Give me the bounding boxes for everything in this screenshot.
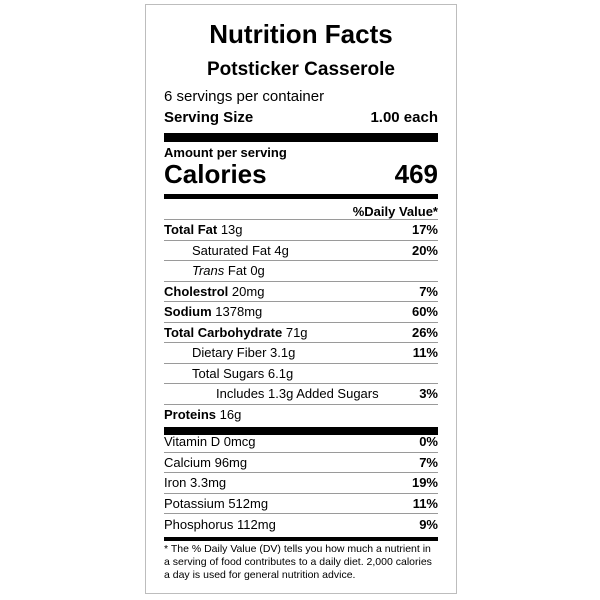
nutrient-dv: 3%: [419, 386, 438, 402]
thick-divider-vitamins: [164, 427, 438, 435]
nutrient-name: Fat: [227, 263, 247, 279]
product-name: Potsticker Casserole: [207, 59, 395, 80]
nutrient-name: Cholestrol: [164, 283, 229, 299]
nutrient-row-total-carbohydrate: Total Carbohydrate 71g 26%: [164, 323, 438, 343]
nutrient-amount: 6.1g: [267, 365, 294, 381]
footnote: * The % Daily Value (DV) tells you how m…: [164, 543, 432, 581]
nutrient-list: Total Fat 13g 17% Saturated Fat 4g 20% T…: [164, 220, 438, 425]
nutrient-dv: 7%: [419, 283, 438, 299]
serving-size-label: Serving Size: [164, 109, 254, 126]
vitamin-list: Vitamin D 0mcg 0% Calcium 96mg 7% Iron 3…: [164, 432, 438, 535]
vitamin-name: Phosphorus: [164, 516, 234, 532]
nutrient-row-added-sugars: Includes 1.3g Added Sugars 3%: [164, 384, 438, 405]
vitamin-amount: 0mcg: [223, 434, 256, 450]
nutrient-amount: 3.1g: [270, 345, 296, 361]
nutrient-amount: 71g: [285, 324, 308, 340]
servings-per-container: 6 servings per container: [164, 88, 325, 105]
nutrient-row-dietary-fiber: Dietary Fiber 3.1g 11%: [164, 343, 438, 364]
vitamin-amount: 3.3mg: [190, 475, 227, 491]
vitamin-row-potassium: Potassium 512mg 11%: [164, 494, 438, 514]
calories-value: 469: [394, 159, 438, 189]
nutrient-dv: 11%: [412, 345, 438, 361]
vitamin-name: Potassium: [164, 495, 225, 511]
nutrient-row-total-fat: Total Fat 13g 17%: [164, 220, 438, 241]
daily-value-header: %Daily Value*: [352, 204, 438, 219]
nutrient-name: Total Sugars: [192, 365, 265, 381]
vitamin-dv: 19%: [411, 475, 438, 491]
vitamin-dv: 7%: [419, 454, 438, 470]
medium-divider: [164, 194, 438, 199]
serving-size-value: 1.00 each: [370, 109, 438, 126]
thick-divider: [164, 133, 438, 142]
vitamin-row-calcium: Calcium 96mg 7%: [164, 453, 438, 473]
vitamin-name: Iron: [164, 475, 187, 491]
nutrient-row-trans-fat: Trans Fat 0g: [164, 261, 438, 282]
nutrient-amount: 13g: [220, 222, 243, 238]
nutrient-row-sodium: Sodium 1378mg 60%: [164, 302, 438, 323]
label-title: Nutrition Facts: [209, 19, 393, 49]
nutrient-row-cholestrol: Cholestrol 20mg 7%: [164, 282, 438, 302]
thin-divider: [164, 219, 438, 220]
serving-size-row: Serving Size 1.00 each: [164, 109, 438, 126]
calories-row: Calories 469: [164, 159, 438, 190]
nutrient-amount: 1378mg: [215, 304, 263, 320]
vitamin-dv: 9%: [419, 516, 438, 532]
vitamin-dv: 0%: [419, 434, 438, 450]
nutrient-name: Sodium: [164, 304, 212, 320]
nutrient-name: Proteins: [164, 407, 217, 423]
nutrient-dv: 60%: [411, 304, 438, 320]
vitamin-row-iron: Iron 3.3mg 19%: [164, 473, 438, 494]
vitamin-row-phosphorus: Phosphorus 112mg 9%: [164, 514, 438, 535]
vitamin-dv: 11%: [412, 495, 438, 511]
nutrient-amount: 0g: [250, 263, 265, 279]
vitamin-amount: 512mg: [228, 495, 269, 511]
nutrient-dv: 20%: [411, 242, 438, 258]
vitamin-row-vitamin-d: Vitamin D 0mcg 0%: [164, 432, 438, 453]
vitamin-amount: 96mg: [214, 454, 248, 470]
nutrition-label: Nutrition Facts Potsticker Casserole 6 s…: [145, 4, 457, 594]
nutrient-amount: 16g: [219, 407, 242, 423]
nutrient-name: Saturated Fat: [192, 242, 271, 258]
nutrient-name: Includes 1.3g Added Sugars: [216, 386, 379, 402]
nutrient-name: Total Carbohydrate: [164, 324, 283, 340]
amount-per-serving: Amount per serving: [164, 145, 287, 160]
nutrient-amount: 4g: [274, 242, 289, 258]
nutrient-row-total-sugars: Total Sugars 6.1g: [164, 364, 438, 384]
nutrient-name: Total Fat: [164, 222, 218, 238]
calories-label: Calories: [164, 159, 267, 189]
vitamin-name: Calcium: [164, 454, 211, 470]
nutrient-name-italic: Trans: [192, 263, 225, 279]
nutrient-dv: 26%: [411, 324, 438, 340]
footnote-divider: [164, 537, 438, 541]
nutrient-row-saturated-fat: Saturated Fat 4g 20%: [164, 241, 438, 261]
vitamin-name: Vitamin D: [164, 434, 221, 450]
nutrient-name: Dietary Fiber: [192, 345, 267, 361]
vitamin-amount: 112mg: [237, 516, 276, 532]
nutrient-row-proteins: Proteins 16g: [164, 405, 438, 426]
nutrient-amount: 20mg: [231, 283, 265, 299]
nutrient-dv: 17%: [411, 222, 438, 238]
